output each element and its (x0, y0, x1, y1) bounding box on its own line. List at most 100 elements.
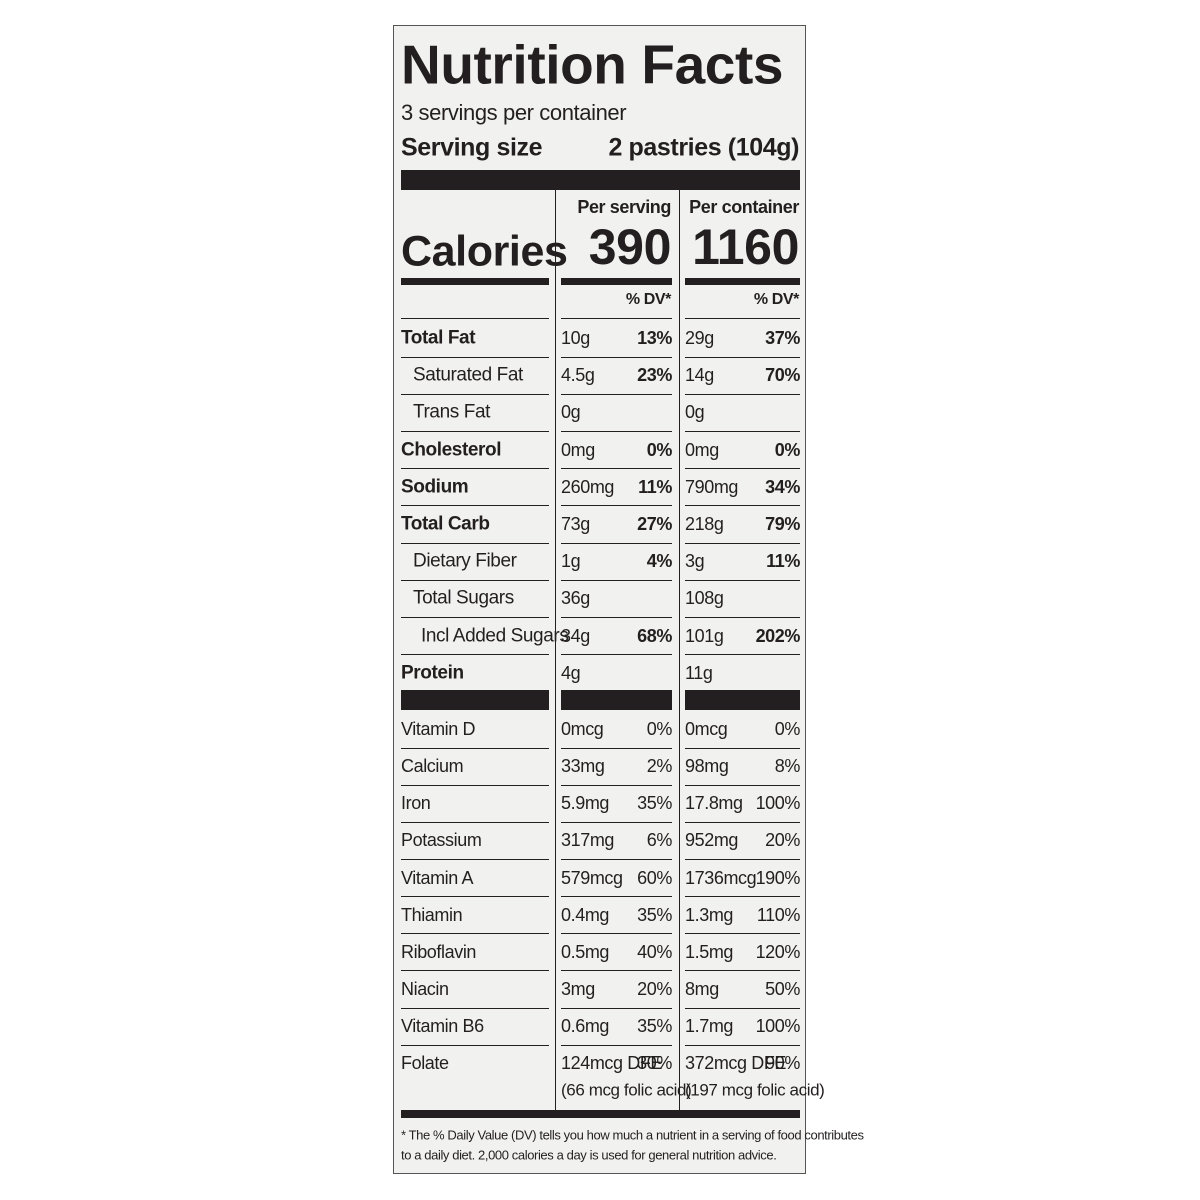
serving-size-label: Serving size (401, 133, 543, 162)
rule (401, 356, 549, 358)
rule (401, 579, 549, 581)
rule (685, 1044, 800, 1046)
rule (401, 430, 549, 432)
nutrient-name: Protein (401, 662, 464, 684)
footnote: to a daily diet. 2,000 calories a day is… (401, 1147, 777, 1163)
note: (197 mcg folic acid) (685, 1080, 825, 1100)
rule (561, 542, 672, 544)
amount: 372mcg DFE (685, 1053, 787, 1074)
daily-value: 34% (765, 476, 800, 497)
column-divider (679, 190, 680, 1110)
vitamin-name: Folate (401, 1053, 449, 1074)
rule (401, 896, 549, 898)
thick-rule (401, 690, 549, 710)
amount: 17.8mg (685, 793, 743, 814)
amount: 1.7mg (685, 1016, 734, 1037)
amount: 34g (561, 625, 590, 646)
daily-value: 35% (637, 904, 672, 925)
rule (561, 1007, 672, 1009)
amount: 0g (561, 402, 581, 423)
rule (685, 393, 800, 395)
daily-value: 190% (755, 867, 801, 888)
daily-value: 120% (755, 941, 801, 962)
nutrient-name: Saturated Fat (413, 364, 523, 386)
nutrient-name: Dietary Fiber (413, 550, 517, 572)
rule (401, 393, 549, 395)
amount: 1.5mg (685, 941, 734, 962)
rule (561, 468, 672, 470)
rule (561, 579, 672, 581)
column-divider (555, 190, 556, 1110)
rule (685, 430, 800, 432)
amount: 218g (685, 514, 724, 534)
amount: 98mg (685, 756, 729, 777)
amount: 108g (685, 588, 724, 609)
daily-value: 20% (637, 979, 672, 1000)
daily-value: 37% (765, 328, 800, 348)
rule (685, 896, 800, 898)
amount: 5.9mg (561, 793, 610, 814)
rule (401, 318, 549, 319)
rule (401, 821, 549, 823)
amount: 36g (561, 588, 590, 609)
vitamin-name: Iron (401, 793, 431, 814)
rule (561, 1044, 672, 1046)
note: (66 mcg folic acid) (561, 1080, 692, 1100)
daily-value: 4% (646, 551, 673, 572)
vitamin-name: Potassium (401, 830, 482, 851)
amount: 1736mcg (685, 867, 757, 888)
nutrient-name: Total Carb (401, 513, 490, 535)
amount: 0.5mg (561, 941, 610, 962)
daily-value: 35% (637, 793, 672, 814)
daily-value: 2% (646, 756, 673, 777)
dv-header: % DV* (625, 291, 672, 308)
daily-value: 11% (638, 476, 672, 497)
amount: 3g (685, 551, 705, 572)
vitamin-name: Calcium (401, 756, 464, 777)
rule (685, 356, 800, 358)
daily-value: 40% (637, 941, 672, 962)
rule (561, 654, 672, 656)
rule (685, 933, 800, 935)
rule (561, 858, 672, 860)
amount: 29g (685, 328, 714, 348)
nutrient-name: Incl Added Sugars (421, 625, 569, 647)
rule (401, 505, 549, 507)
rule (685, 505, 800, 507)
daily-value: 0% (774, 719, 801, 739)
daily-value: 8% (774, 756, 801, 777)
vitamin-name: Riboflavin (401, 941, 477, 962)
daily-value: 202% (755, 625, 801, 646)
amount: 11g (685, 662, 713, 683)
rule (561, 933, 672, 935)
vitamin-name: Vitamin D (401, 719, 476, 739)
nutrient-name: Sodium (401, 476, 469, 498)
daily-value: 110% (756, 904, 801, 925)
rule (685, 468, 800, 470)
daily-value: 0% (646, 439, 673, 460)
rule (401, 747, 549, 749)
rule (561, 505, 672, 507)
rule (561, 821, 672, 823)
column-header: Per container (689, 197, 799, 217)
amount: 579mcg (561, 867, 623, 888)
title: Nutrition Facts (401, 33, 784, 96)
daily-value: 100% (755, 1016, 801, 1037)
thick-rule (401, 278, 549, 285)
rule (401, 654, 549, 656)
rule (685, 970, 800, 972)
amount: 33mg (561, 756, 605, 777)
amount: 0mcg (685, 719, 728, 739)
amount: 317mg (561, 830, 615, 851)
daily-value: 60% (637, 867, 672, 888)
daily-value: 100% (755, 793, 801, 814)
amount: 0mcg (561, 719, 604, 739)
amount: 8mg (685, 979, 719, 1000)
rule (401, 1044, 549, 1046)
rule (401, 858, 549, 860)
daily-value: 27% (637, 514, 672, 534)
amount: 1.3mg (685, 904, 734, 925)
amount: 10g (561, 328, 590, 348)
amount: 101g (685, 625, 724, 646)
daily-value: 11% (766, 551, 800, 572)
